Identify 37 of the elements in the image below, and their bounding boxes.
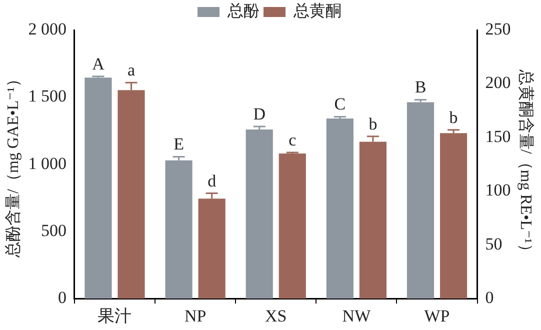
data-label: D [253,104,266,124]
x-tick-label: 果汁 [98,306,132,326]
x-tick-label: NP [184,306,206,326]
data-label: c [288,130,297,150]
y-axis-title: 总酚含量/（mg GAE•L⁻¹） [4,71,22,258]
bar [278,154,306,299]
y2-tick-label: 0 [485,288,494,308]
bar [246,130,273,299]
data-label: b [368,114,378,134]
y2-tick-label: 250 [485,19,511,38]
bar [406,102,434,299]
y-tick-label: 0 [58,288,66,308]
y-tick-label: 1 500 [28,86,66,106]
data-label: E [174,134,184,154]
data-label: d [208,171,217,190]
bar [165,160,192,299]
data-label: B [414,78,426,97]
x-tick-label: XS [265,306,287,326]
y2-tick-label: 150 [485,126,511,146]
y-tick-label: 2 000 [28,19,66,38]
y2-axis-title: 总黄酮含量/（mg RE•L⁻¹） [517,68,536,260]
y2-tick-label: 100 [485,180,511,200]
data-label: b [449,108,458,127]
bar [84,78,112,299]
y2-tick-label: 50 [485,234,502,254]
x-tick-label: WP [424,306,450,326]
legend-label: 总黄酮 [292,2,342,20]
y-tick-label: 1 000 [28,154,66,173]
bar [326,118,354,299]
legend-label: 总酚 [226,2,260,20]
bar [440,133,468,299]
y2-tick-label: 200 [485,73,511,92]
y-tick-label: 500 [40,220,66,240]
x-tick-label: NW [342,306,372,326]
data-label: a [127,60,136,80]
data-label: A [92,54,106,74]
data-label: C [334,94,346,114]
